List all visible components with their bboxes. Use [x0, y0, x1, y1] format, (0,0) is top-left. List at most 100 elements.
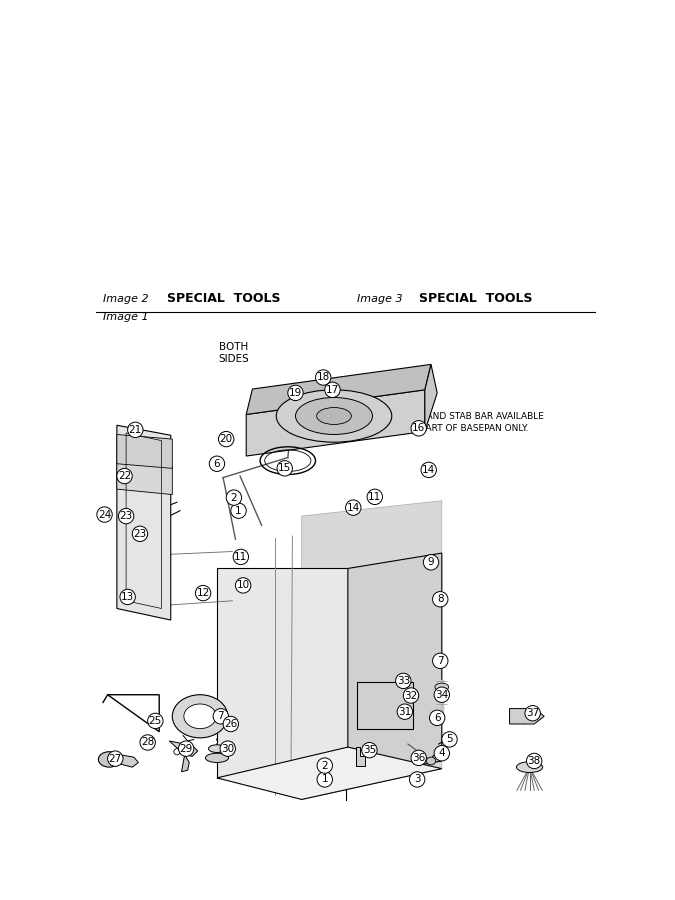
Text: LEG AND STAB BAR AVAILABLE
AS PART OF BASEPAN ONLY.: LEG AND STAB BAR AVAILABLE AS PART OF BA… [406, 412, 544, 433]
Circle shape [325, 382, 340, 398]
Polygon shape [348, 554, 442, 778]
Circle shape [107, 751, 123, 767]
Polygon shape [117, 435, 172, 468]
Circle shape [434, 745, 450, 761]
Text: 2: 2 [231, 492, 237, 502]
Ellipse shape [427, 757, 435, 765]
Text: 5: 5 [446, 734, 453, 744]
Text: 7: 7 [217, 711, 224, 721]
Circle shape [213, 708, 229, 724]
Text: 20: 20 [219, 434, 233, 444]
Text: 28: 28 [141, 737, 155, 748]
Text: 9: 9 [428, 557, 434, 567]
Circle shape [346, 500, 361, 516]
Text: 3: 3 [414, 774, 421, 785]
Text: 11: 11 [234, 552, 248, 562]
Circle shape [117, 468, 132, 484]
Text: 26: 26 [224, 719, 238, 729]
Text: Image 1: Image 1 [103, 312, 148, 322]
Circle shape [362, 742, 377, 758]
Text: 1: 1 [321, 774, 328, 785]
Text: Image 3: Image 3 [357, 294, 403, 304]
Text: 37: 37 [526, 708, 539, 718]
Text: 15: 15 [278, 464, 292, 473]
Circle shape [411, 420, 427, 436]
Text: 35: 35 [362, 745, 376, 755]
Text: 19: 19 [289, 388, 302, 398]
Polygon shape [246, 390, 425, 456]
Text: 17: 17 [326, 385, 339, 395]
Text: SPECIAL  TOOLS: SPECIAL TOOLS [167, 292, 280, 305]
Circle shape [195, 585, 211, 601]
Text: 4: 4 [439, 748, 445, 759]
Circle shape [140, 734, 155, 751]
Text: 16: 16 [412, 423, 425, 433]
Circle shape [277, 461, 292, 476]
Circle shape [288, 385, 303, 400]
Circle shape [231, 503, 246, 518]
Text: 10: 10 [236, 580, 250, 590]
Text: 30: 30 [221, 743, 234, 753]
Text: 22: 22 [118, 471, 131, 482]
Polygon shape [182, 755, 189, 771]
Text: 6: 6 [434, 713, 441, 723]
Text: 31: 31 [398, 706, 412, 716]
Ellipse shape [172, 695, 227, 738]
Text: 6: 6 [214, 459, 220, 469]
Circle shape [315, 370, 331, 385]
Polygon shape [117, 425, 171, 620]
Text: SPECIAL  TOOLS: SPECIAL TOOLS [418, 292, 532, 305]
Text: 2: 2 [321, 760, 328, 770]
Text: 27: 27 [109, 753, 122, 763]
Polygon shape [217, 569, 348, 778]
Circle shape [128, 422, 143, 437]
Circle shape [403, 688, 418, 703]
Text: 34: 34 [435, 689, 448, 699]
Ellipse shape [205, 753, 229, 762]
Text: 29: 29 [180, 743, 193, 753]
Circle shape [132, 526, 148, 542]
Ellipse shape [317, 408, 351, 425]
Text: 13: 13 [121, 592, 134, 602]
Text: 1: 1 [235, 506, 242, 516]
Circle shape [209, 456, 225, 472]
Ellipse shape [296, 398, 373, 435]
Circle shape [525, 706, 541, 721]
Circle shape [410, 771, 425, 788]
Text: 36: 36 [412, 753, 425, 763]
Text: 8: 8 [437, 594, 443, 604]
Text: 11: 11 [368, 491, 381, 502]
Text: 21: 21 [129, 425, 142, 435]
Text: 23: 23 [134, 529, 146, 539]
Circle shape [429, 710, 445, 725]
Text: 14: 14 [422, 465, 435, 475]
Ellipse shape [516, 761, 543, 772]
Circle shape [433, 653, 448, 669]
Bar [357, 682, 412, 729]
Text: 14: 14 [347, 502, 360, 513]
Circle shape [120, 590, 136, 605]
Text: 32: 32 [404, 690, 418, 700]
Circle shape [118, 508, 134, 524]
Circle shape [397, 704, 412, 719]
Text: 38: 38 [528, 756, 541, 766]
Ellipse shape [174, 749, 180, 755]
Circle shape [367, 490, 383, 505]
Ellipse shape [435, 683, 449, 691]
Circle shape [97, 507, 112, 522]
Circle shape [220, 741, 236, 756]
Circle shape [226, 490, 242, 505]
Circle shape [219, 431, 234, 446]
Circle shape [423, 554, 439, 570]
Circle shape [421, 463, 437, 478]
Ellipse shape [276, 390, 392, 442]
Polygon shape [302, 500, 442, 799]
Circle shape [526, 753, 542, 769]
Text: BOTH
SIDES: BOTH SIDES [219, 342, 249, 364]
Polygon shape [120, 755, 138, 767]
Text: 18: 18 [317, 373, 330, 382]
Circle shape [442, 732, 457, 747]
Circle shape [317, 771, 333, 788]
Circle shape [434, 687, 450, 702]
Circle shape [223, 716, 238, 732]
